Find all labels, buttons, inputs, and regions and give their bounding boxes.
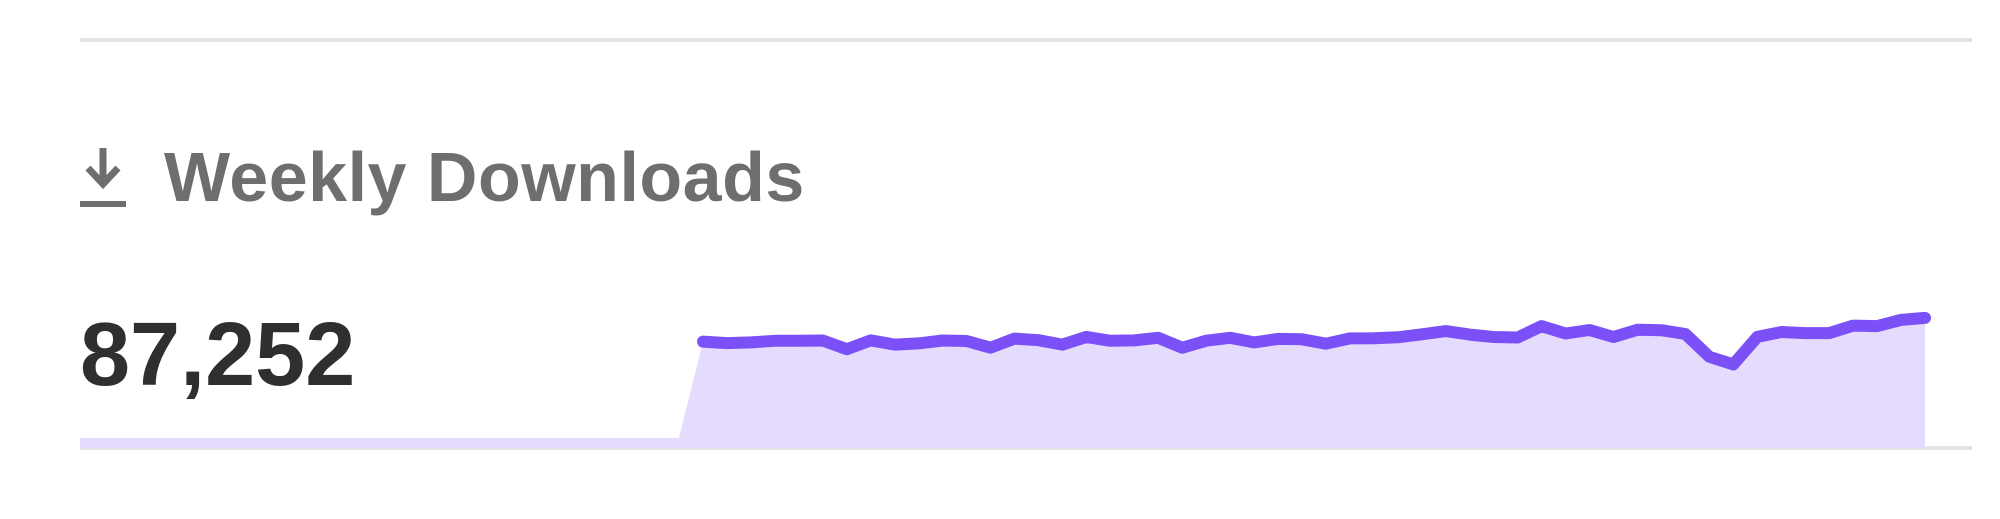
sparkline-point (1036, 338, 1041, 343)
sparkline-point (1443, 329, 1448, 334)
sparkline-point (1012, 336, 1017, 341)
sparkline-point (1635, 327, 1640, 332)
sparkline-point (1707, 354, 1712, 359)
sparkline-point (701, 339, 705, 344)
sparkline-point (1108, 338, 1113, 343)
sparkline-point (1875, 324, 1880, 329)
downloads-sparkline (80, 311, 1972, 450)
sparkline-line (697, 311, 1931, 371)
sparkline-point (1587, 328, 1592, 332)
sparkline-point (988, 345, 993, 350)
sparkline-point (1180, 345, 1185, 350)
sparkline-point (1156, 335, 1161, 340)
sparkline-point (1683, 332, 1688, 336)
sparkline-point (916, 341, 921, 346)
download-icon (80, 148, 126, 207)
sparkline-point (1899, 317, 1903, 322)
sparkline-point (1491, 335, 1496, 339)
sparkline-area (80, 317, 1925, 448)
sparkline-point (1467, 332, 1472, 337)
sparkline-point (1204, 338, 1209, 343)
top-divider (80, 38, 1972, 42)
sparkline-point (772, 338, 777, 343)
sparkline-point (1419, 332, 1424, 337)
sparkline-point (1539, 324, 1544, 329)
sparkline-point (1060, 342, 1065, 347)
sparkline-point (892, 342, 897, 347)
sparkline-point (796, 338, 801, 343)
sparkline-point (940, 338, 945, 343)
sparkline-point (1395, 335, 1400, 340)
weekly-downloads-header: Weekly Downloads (80, 132, 805, 222)
sparkline-point (1324, 341, 1328, 346)
sparkline-point (1132, 338, 1137, 343)
sparkline-point (1923, 315, 1927, 320)
sparkline-point (1803, 331, 1808, 336)
stat-title: Weekly Downloads (164, 138, 805, 216)
sparkline-point (844, 347, 849, 352)
sparkline-point (1659, 328, 1664, 333)
sparkline-point (1252, 340, 1257, 345)
sparkline-point (1563, 331, 1568, 336)
sparkline-point (1851, 323, 1856, 328)
sparkline-point (1515, 335, 1520, 340)
sparkline-point (1611, 335, 1616, 339)
sparkline-point (1084, 334, 1089, 339)
sparkline-point (964, 339, 969, 343)
sparkline-point (1300, 337, 1304, 342)
sparkline-point (1276, 336, 1281, 341)
sparkline-point (868, 338, 873, 343)
sparkline-point (1347, 336, 1352, 341)
sparkline-point (1827, 331, 1832, 336)
weekly-downloads-count: 87,252 (80, 305, 356, 405)
sparkline-point (1779, 330, 1784, 334)
sparkline-point (820, 338, 825, 343)
sparkline-point (1371, 336, 1376, 341)
sparkline-point (1228, 335, 1233, 340)
sparkline-point (1755, 334, 1760, 339)
sparkline-point (1731, 362, 1736, 367)
sparkline-point (724, 341, 729, 346)
sparkline-point (748, 340, 753, 345)
